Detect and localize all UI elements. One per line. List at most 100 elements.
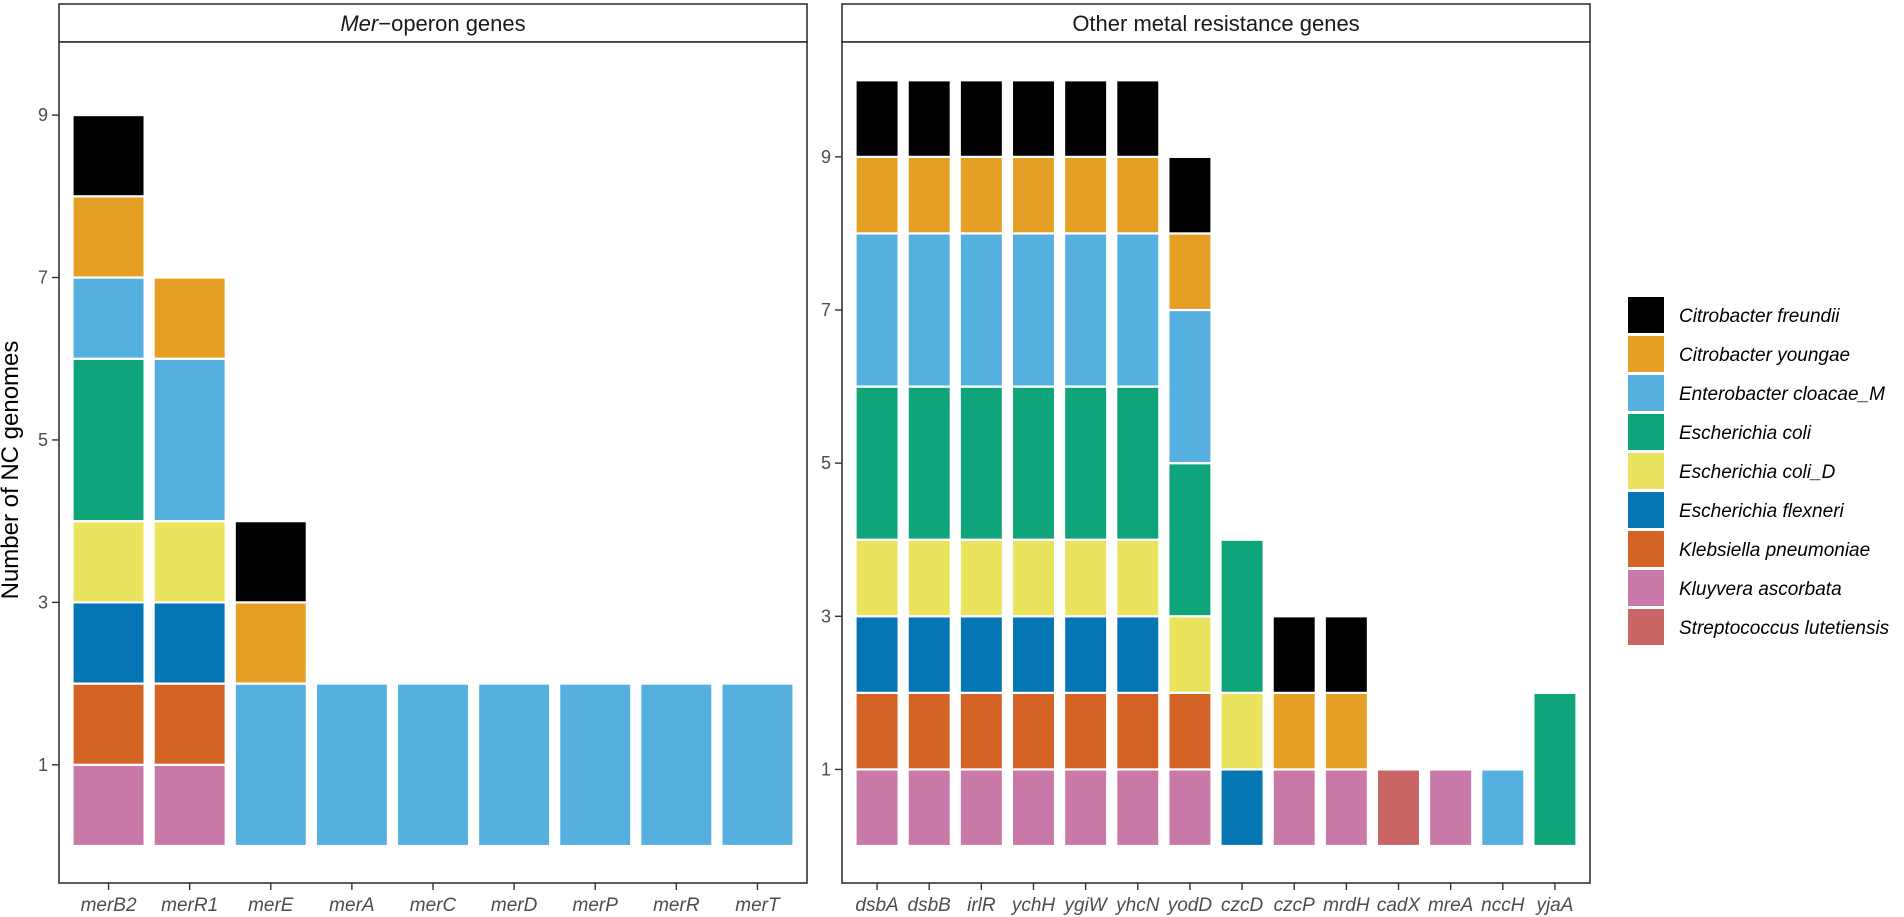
legend: Citrobacter freundii Citrobacter youngae E… bbox=[1628, 297, 1890, 645]
legend-swatch-escherichia-coli-d bbox=[1628, 453, 1664, 489]
x-tick-label-mert: merT bbox=[735, 895, 781, 916]
x-tick-label-dsba: dsbA bbox=[855, 895, 898, 916]
bar-segment-merb2-escherichia-coli bbox=[71, 357, 146, 523]
legend-swatch-escherichia-flexneri bbox=[1628, 492, 1664, 528]
bar-segment-ygiw-enterobacter-cloacae-m bbox=[1062, 232, 1109, 388]
bar-segment-merb2-citrobacter-freundii bbox=[71, 113, 146, 198]
bar-segment-yhcn-enterobacter-cloacae-m bbox=[1115, 232, 1161, 388]
bar-segment-yjaa-escherichia-coli bbox=[1532, 691, 1578, 848]
bar-segment-yhcn-kluyvera-ascorbata bbox=[1115, 768, 1161, 848]
x-tick-label-irlr: irlR bbox=[967, 895, 996, 916]
x-tick-label-yhcn: yhcN bbox=[1114, 895, 1160, 916]
bar-segment-dsbb-kluyvera-ascorbata bbox=[906, 768, 952, 848]
panel-strip bbox=[58, 3, 808, 43]
x-tick-label-mera: merA bbox=[329, 895, 374, 916]
x-tick-label-merr1: merR1 bbox=[161, 895, 218, 916]
bar-segment-yodd-enterobacter-cloacae-m bbox=[1167, 308, 1213, 465]
x-tick-label-dsbb: dsbB bbox=[908, 895, 952, 916]
bar-segment-irlr-escherichia-coli-d bbox=[958, 538, 1005, 618]
bar-segment-dsba-citrobacter-freundii bbox=[854, 79, 900, 158]
bar-segment-merr1-enterobacter-cloacae-m bbox=[152, 357, 227, 523]
bar-segment-ychh-escherichia-coli-d bbox=[1010, 538, 1057, 618]
bar-segment-mert-enterobacter-cloacae-m bbox=[720, 682, 795, 848]
bar-segment-dsbb-escherichia-coli-d bbox=[906, 538, 952, 618]
y-tick-label: 9 bbox=[821, 147, 831, 167]
bar-segment-ychh-citrobacter-youngae bbox=[1010, 155, 1057, 235]
bar-segment-yhcn-klebsiella-pneumoniae bbox=[1115, 691, 1161, 771]
bar-segment-ychh-citrobacter-freundii bbox=[1010, 79, 1057, 158]
plot-frame bbox=[841, 41, 1591, 884]
legend-label-enterobacter-cloacae-m: Enterobacter cloacae_M bbox=[1679, 384, 1885, 405]
legend-label-kluyvera-ascorbata: Kluyvera ascorbata bbox=[1679, 579, 1842, 600]
y-tick-label: 5 bbox=[38, 430, 48, 450]
bar-segment-merb2-escherichia-coli-d bbox=[71, 520, 146, 604]
x-tick-label-mrdh: mrdH bbox=[1323, 895, 1370, 916]
bar-segment-merr1-klebsiella-pneumoniae bbox=[152, 682, 227, 766]
bar-segment-czcp-citrobacter-youngae bbox=[1271, 691, 1317, 771]
bar-segment-mrea-kluyvera-ascorbata bbox=[1427, 768, 1474, 848]
bar-segment-yhcn-escherichia-flexneri bbox=[1115, 615, 1161, 694]
bar-segment-cadx-streptococcus-lutetiensis bbox=[1375, 768, 1422, 848]
bar-segment-yhcn-citrobacter-youngae bbox=[1115, 155, 1161, 235]
bar-segment-czcp-kluyvera-ascorbata bbox=[1271, 768, 1317, 848]
bar-segment-merd-enterobacter-cloacae-m bbox=[476, 682, 552, 848]
bar-segment-merr1-kluyvera-ascorbata bbox=[152, 763, 227, 848]
bar-segment-mera-enterobacter-cloacae-m bbox=[314, 682, 390, 848]
bar-segment-irlr-enterobacter-cloacae-m bbox=[958, 232, 1005, 388]
x-tick-label-merb2: merB2 bbox=[81, 895, 137, 916]
bar-segment-dsbb-citrobacter-youngae bbox=[906, 155, 952, 235]
bar-segment-merr1-escherichia-coli-d bbox=[152, 520, 227, 604]
x-tick-label-merr: merR bbox=[653, 895, 700, 916]
bar-segment-merr1-citrobacter-youngae bbox=[152, 276, 227, 360]
bar-segment-merr-enterobacter-cloacae-m bbox=[639, 682, 714, 848]
panel-title: Mer−operon genes bbox=[340, 11, 525, 36]
y-tick-label: 3 bbox=[821, 606, 831, 626]
bar-segment-czcd-escherichia-flexneri bbox=[1219, 768, 1265, 848]
legend-swatch-klebsiella-pneumoniae bbox=[1628, 531, 1664, 567]
bar-segment-ychh-escherichia-coli bbox=[1010, 385, 1057, 541]
bar-segment-yhcn-citrobacter-freundii bbox=[1115, 79, 1161, 158]
legend-label-citrobacter-youngae: Citrobacter youngae bbox=[1679, 345, 1850, 366]
legend-swatch-citrobacter-youngae bbox=[1628, 336, 1664, 372]
legend-label-escherichia-flexneri: Escherichia flexneri bbox=[1679, 501, 1845, 522]
bar-segment-mrdh-citrobacter-freundii bbox=[1323, 615, 1370, 694]
x-tick-label-mere: merE bbox=[248, 895, 294, 916]
legend-label-klebsiella-pneumoniae: Klebsiella pneumoniae bbox=[1679, 540, 1870, 561]
bar-segment-dsbb-klebsiella-pneumoniae bbox=[906, 691, 952, 771]
legend-label-escherichia-coli-d: Escherichia coli_D bbox=[1679, 462, 1836, 483]
bar-segment-mere-citrobacter-freundii bbox=[233, 520, 308, 604]
legend-swatch-streptococcus-lutetiensis bbox=[1628, 609, 1664, 645]
bar-segment-czcd-escherichia-coli bbox=[1219, 538, 1265, 694]
x-tick-label-mrea: mreA bbox=[1428, 895, 1473, 916]
bar-segment-ygiw-escherichia-coli-d bbox=[1062, 538, 1109, 618]
bar-segment-irlr-escherichia-flexneri bbox=[958, 615, 1005, 694]
x-tick-label-merd: merD bbox=[491, 895, 538, 916]
bar-segment-ychh-enterobacter-cloacae-m bbox=[1010, 232, 1057, 388]
legend-swatch-escherichia-coli bbox=[1628, 414, 1664, 450]
bar-segment-yhcn-escherichia-coli bbox=[1115, 385, 1161, 541]
panel-title-italic: Mer bbox=[340, 11, 380, 36]
bar-segment-merb2-klebsiella-pneumoniae bbox=[71, 682, 146, 766]
panel-title: Other metal resistance genes bbox=[1072, 11, 1359, 36]
bar-segment-irlr-escherichia-coli bbox=[958, 385, 1005, 541]
x-tick-label-yjaa: yjaA bbox=[1534, 895, 1573, 916]
bar-segment-czcd-escherichia-coli-d bbox=[1219, 691, 1265, 771]
bar-segment-ygiw-klebsiella-pneumoniae bbox=[1062, 691, 1109, 771]
bar-segment-ygiw-citrobacter-youngae bbox=[1062, 155, 1109, 235]
bar-segment-mrdh-citrobacter-youngae bbox=[1323, 691, 1370, 771]
bar-segment-yodd-escherichia-coli bbox=[1167, 462, 1213, 618]
bar-segment-yhcn-escherichia-coli-d bbox=[1115, 538, 1161, 618]
bar-segment-yodd-citrobacter-youngae bbox=[1167, 232, 1213, 312]
y-tick-label: 5 bbox=[821, 453, 831, 473]
bar-segment-dsbb-enterobacter-cloacae-m bbox=[906, 232, 952, 388]
x-tick-label-ygiw: ygiW bbox=[1063, 895, 1109, 916]
bar-segment-dsbb-escherichia-coli bbox=[906, 385, 952, 541]
bar-segment-ygiw-escherichia-coli bbox=[1062, 385, 1109, 541]
bar-segment-mere-enterobacter-cloacae-m bbox=[233, 682, 308, 848]
y-axis-label: Number of NC genomes bbox=[0, 341, 24, 600]
x-tick-label-czcp: czcP bbox=[1274, 895, 1316, 916]
bar-segment-czcp-citrobacter-freundii bbox=[1271, 615, 1317, 694]
bar-segment-ygiw-escherichia-flexneri bbox=[1062, 615, 1109, 694]
bar-segment-merb2-citrobacter-youngae bbox=[71, 195, 146, 279]
